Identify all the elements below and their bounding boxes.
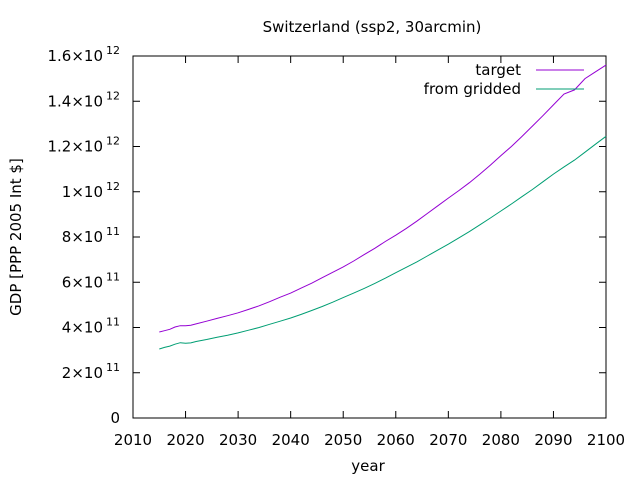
x-tick-label: 2070 — [429, 431, 467, 449]
y-tick-exponent: 11 — [106, 361, 120, 374]
y-tick-mantissa: 1.4×10 — [47, 92, 103, 110]
x-tick-label: 2030 — [219, 431, 257, 449]
x-tick-label: 2100 — [587, 431, 625, 449]
x-tick-label: 2020 — [166, 431, 204, 449]
y-tick-exponent: 11 — [106, 316, 120, 329]
y-tick-label: 1×10 12 — [62, 180, 120, 201]
y-tick-exponent: 11 — [106, 225, 120, 238]
chart-title: Switzerland (ssp2, 30arcmin) — [263, 18, 482, 36]
y-tick-mantissa: 1×10 — [62, 183, 103, 201]
axes: 2010 2020 2030 2040 2050 2060 2070 2080 2090 2100… — [47, 44, 625, 449]
y-tick-exponent: 12 — [106, 44, 120, 57]
y-tick-exponent: 12 — [106, 135, 120, 148]
y-tick-mantissa: 2×10 — [62, 364, 103, 382]
y-tick-label: 4×10 11 — [62, 316, 120, 337]
x-tick-label: 2010 — [114, 431, 152, 449]
y-tick-label: 1.6×10 12 — [47, 44, 120, 65]
y-tick-label: 1.2×10 12 — [47, 135, 120, 156]
y-tick-exponent: 12 — [106, 89, 120, 102]
y-tick-mantissa: 1.6×10 — [47, 47, 103, 65]
y-tick-label: 1.4×10 12 — [47, 89, 120, 110]
legend-label: target — [475, 61, 521, 79]
x-tick-label: 2040 — [272, 431, 310, 449]
y-tick-mantissa: 8×10 — [62, 228, 103, 246]
plot-frame — [132, 55, 607, 419]
x-tick-label: 2080 — [482, 431, 520, 449]
y-axis-label: GDP [PPP 2005 Int $] — [7, 158, 25, 316]
y-tick-label: 0 — [110, 409, 120, 427]
y-tick-mantissa: 0 — [110, 409, 120, 427]
x-tick-label: 2050 — [324, 431, 362, 449]
y-tick-mantissa: 1.2×10 — [47, 138, 103, 156]
x-tick-label: 2090 — [534, 431, 572, 449]
y-tick-label: 8×10 11 — [62, 225, 120, 246]
y-tick-mantissa: 6×10 — [62, 273, 103, 291]
y-tick-exponent: 12 — [106, 180, 120, 193]
legend-label: from gridded — [424, 80, 521, 98]
y-tick-exponent: 11 — [106, 270, 120, 283]
series-layer — [159, 64, 607, 350]
y-tick-label: 2×10 11 — [62, 361, 120, 382]
series-line-target — [159, 64, 607, 333]
y-tick-label: 6×10 11 — [62, 270, 120, 291]
x-axis-label: year — [351, 457, 385, 475]
y-tick-mantissa: 4×10 — [62, 319, 103, 337]
x-tick-label: 2060 — [377, 431, 415, 449]
series-line-from-gridded — [159, 135, 607, 350]
